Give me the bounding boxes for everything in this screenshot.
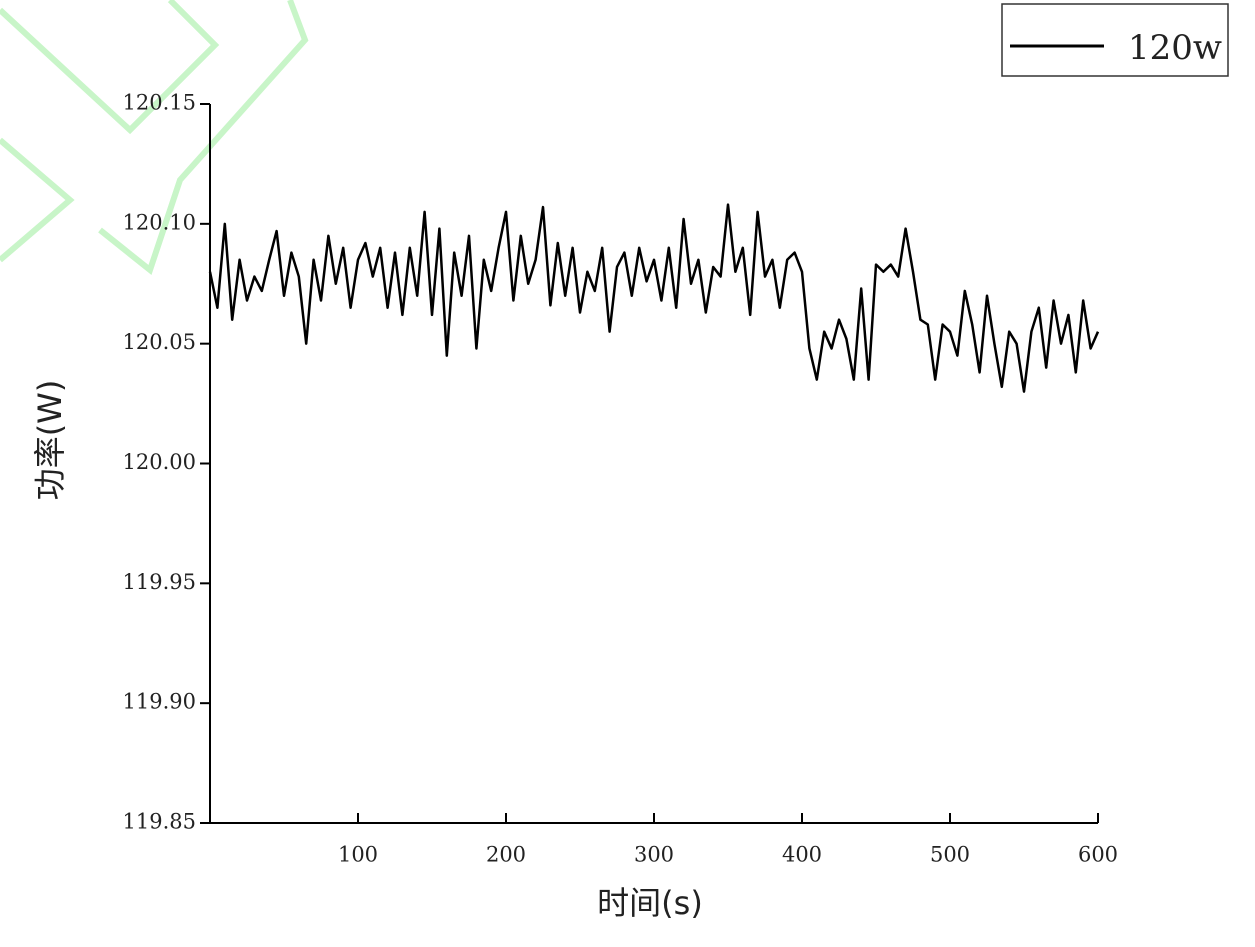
legend-label: 120w bbox=[1128, 28, 1222, 68]
decoration bbox=[0, 137, 75, 263]
legend: 120w bbox=[1001, 3, 1229, 77]
x-tick-label: 200 bbox=[486, 843, 526, 867]
data-line bbox=[208, 203, 1100, 393]
x-tick-label: 600 bbox=[1078, 843, 1118, 867]
legend-box bbox=[1001, 3, 1229, 77]
y-tick-label: 119.85 bbox=[123, 810, 196, 834]
x-tick-label: 300 bbox=[634, 843, 674, 867]
x-tick-label: 500 bbox=[930, 843, 970, 867]
y-axis-title: 功率(W) bbox=[31, 380, 69, 501]
y-tick-label: 120.00 bbox=[123, 450, 196, 474]
y-tick-label: 120.10 bbox=[123, 210, 196, 234]
decoration bbox=[0, 0, 220, 135]
x-tick-label: 100 bbox=[338, 843, 378, 867]
y-tick-label: 119.95 bbox=[123, 570, 196, 594]
x-tick-label: 400 bbox=[782, 843, 822, 867]
y-tick-label: 120.15 bbox=[123, 91, 196, 115]
y-tick-label: 120.05 bbox=[123, 330, 196, 354]
background-decoration bbox=[0, 0, 309, 276]
decoration bbox=[98, 0, 309, 276]
x-axis-title: 时间(s) bbox=[597, 884, 703, 922]
y-tick-label: 119.90 bbox=[123, 690, 196, 714]
